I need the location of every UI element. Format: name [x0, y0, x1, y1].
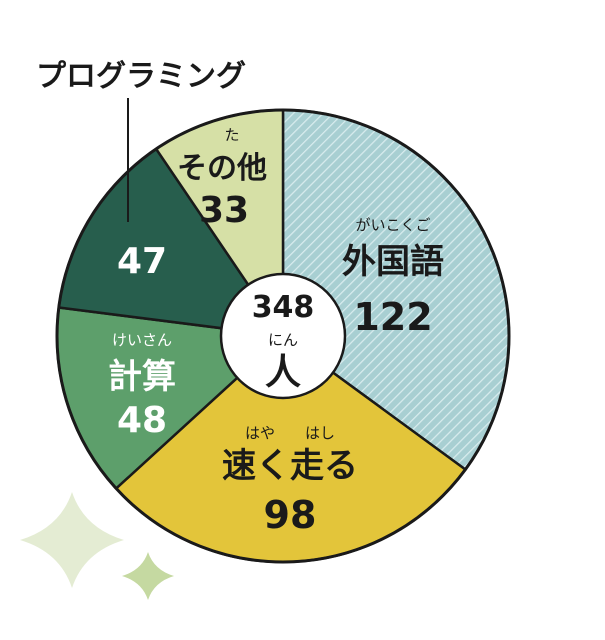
- callout-label-programming: プログラミング: [36, 59, 246, 94]
- decor-diamond-large: [20, 492, 124, 588]
- slice-value-sonota: 33: [199, 190, 249, 231]
- slice-label-sonota: その他: [177, 151, 267, 186]
- center-total-unit: 人: [265, 352, 301, 393]
- center-total-ruby: にん: [268, 331, 298, 349]
- slice-value-hayakuhashiru: 98: [264, 493, 317, 537]
- slice-ruby-hayakuhashiru: はや はし: [245, 424, 335, 442]
- center-hole: [219, 272, 347, 400]
- decor-diamond-small: [122, 552, 174, 600]
- slice-ruby-gaikokugo: がいこくご: [355, 216, 430, 234]
- center-total-value: 348: [252, 290, 315, 325]
- slice-value-keisan: 48: [117, 400, 167, 441]
- slice-value-programming: 47: [117, 241, 167, 282]
- slice-ruby-sonota: た: [224, 126, 239, 144]
- slice-label-keisan: 計算: [108, 357, 176, 397]
- slice-value-gaikokugo: 122: [353, 295, 432, 339]
- pie-outline: [55, 108, 511, 564]
- slice-label-hayakuhashiru: 速く走る: [222, 446, 358, 486]
- slice-label-gaikokugo: 外国語: [342, 242, 444, 282]
- slice-ruby-keisan: けいさん: [112, 331, 172, 349]
